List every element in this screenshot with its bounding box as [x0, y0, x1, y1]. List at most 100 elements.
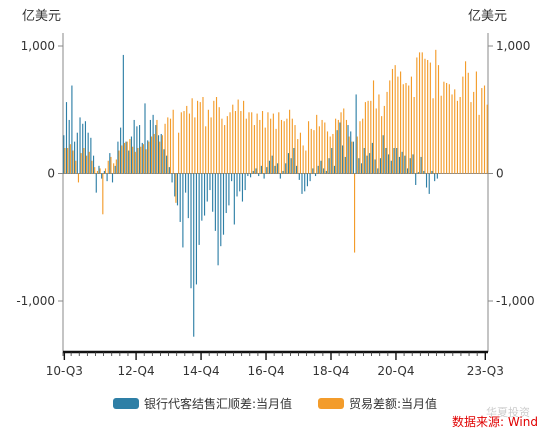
- trade-balance-bar: [270, 118, 272, 174]
- bank-settlement-bar: [396, 148, 398, 174]
- bank-settlement-bar: [350, 131, 352, 174]
- right-axis-unit: 亿美元: [468, 9, 507, 24]
- trade-balance-bar: [118, 150, 120, 174]
- trade-balance-bar: [362, 118, 364, 174]
- bank-settlement-bar: [74, 141, 76, 174]
- trade-balance-bar: [72, 150, 74, 174]
- trade-balance-bar: [483, 85, 486, 174]
- trade-balance-bar: [77, 173, 80, 183]
- legend-swatch-trade: [318, 397, 344, 409]
- legend-label-settlement: 银行代客结售汇顺差:当月值: [143, 396, 292, 411]
- bank-settlement-bar: [201, 173, 203, 221]
- bank-settlement-bar: [147, 140, 149, 174]
- trade-balance-bar: [348, 136, 350, 174]
- trade-balance-bar: [299, 132, 301, 174]
- bank-settlement-bar: [166, 155, 168, 174]
- trade-balance-bar: [205, 126, 207, 174]
- x-axis: 10-Q3 12-Q4 14-Q4 16-Q4 18-Q4 20-Q4 23-Q3: [46, 350, 504, 378]
- x-tick-label: 18-Q4: [312, 364, 349, 378]
- trade-balance-bar: [145, 149, 147, 174]
- trade-balance-bar: [464, 61, 467, 174]
- trade-balance-bar: [359, 121, 361, 174]
- trade-balance-bar: [115, 159, 117, 174]
- trade-balance-bar: [356, 136, 358, 174]
- bank-settlement-bar: [130, 136, 133, 174]
- bank-settlement-bar: [79, 117, 81, 174]
- bank-settlement-bar: [320, 160, 322, 174]
- bank-settlement-bar: [136, 126, 138, 174]
- trade-balance-bar: [307, 121, 310, 174]
- bank-settlement-bar: [301, 173, 303, 194]
- x-tick-label: 10-Q3: [46, 364, 83, 378]
- bank-settlement-bar: [139, 125, 141, 174]
- bank-settlement-bar: [255, 168, 257, 174]
- x-tick-label: 14-Q4: [182, 364, 219, 378]
- trade-balance-bar: [259, 119, 261, 174]
- bank-settlement-bar: [103, 170, 105, 174]
- bank-settlement-bar: [76, 132, 78, 174]
- trade-balance-bar: [121, 145, 123, 174]
- trade-balance-bar: [226, 116, 228, 174]
- bank-settlement-bar: [241, 173, 244, 202]
- trade-balance-bar: [67, 148, 69, 174]
- trade-balance-bar: [69, 144, 71, 174]
- bank-settlement-bar: [250, 173, 252, 178]
- trade-balance-bar: [440, 95, 442, 174]
- bank-settlement-bar: [374, 159, 376, 174]
- bank-settlement-bar: [179, 173, 181, 222]
- trade-balance-bar: [256, 113, 258, 174]
- trade-balance-bar: [91, 160, 93, 174]
- bank-settlement-bar: [92, 155, 95, 174]
- legend: 银行代客结售汇顺差:当月值 贸易差额:当月值: [0, 393, 550, 413]
- x-tick-label: 16-Q4: [247, 364, 284, 378]
- trade-balance-bar: [413, 97, 415, 174]
- bank-settlement-bar: [417, 172, 419, 174]
- trade-balance-bar: [180, 112, 182, 174]
- trade-balance-bar: [429, 62, 431, 174]
- trade-balance-bar: [345, 119, 348, 174]
- bank-settlement-bar: [304, 173, 306, 192]
- bank-settlement-bar: [193, 173, 195, 337]
- data-source: 数据来源: Wind: [451, 415, 538, 429]
- trade-balance-bar: [215, 97, 218, 174]
- bank-settlement-bar: [236, 173, 238, 197]
- bank-settlement-bar: [401, 151, 403, 174]
- trade-balance-bar: [142, 144, 144, 174]
- bank-settlement-bar: [306, 173, 308, 187]
- bank-settlement-bar: [360, 163, 363, 174]
- trade-balance-bar: [397, 76, 399, 174]
- trade-balance-bar: [326, 131, 329, 174]
- trade-balance-bar: [253, 125, 255, 174]
- trade-balance-bar: [451, 94, 453, 174]
- trade-balance-bar: [123, 142, 126, 174]
- trade-balance-bar: [104, 168, 107, 174]
- bank-settlement-bar: [342, 145, 344, 174]
- trade-balance-bar: [332, 133, 334, 174]
- trade-balance-bar: [470, 102, 472, 174]
- trade-balance-bar: [126, 141, 128, 174]
- legend-item-settlement[interactable]: 银行代客结售汇顺差:当月值: [112, 395, 292, 412]
- bank-settlement-bar: [141, 142, 143, 174]
- bank-settlement-bar: [239, 173, 241, 192]
- bank-settlement-bar: [82, 123, 84, 174]
- trade-balance-bar: [324, 122, 326, 174]
- bank-settlement-bar: [217, 173, 219, 266]
- bank-settlement-bar: [106, 173, 108, 182]
- trade-balance-bar: [150, 136, 153, 174]
- trade-balance-bar: [383, 105, 385, 174]
- legend-item-trade[interactable]: 贸易差额:当月值: [318, 395, 437, 412]
- trade-balance-bar: [294, 125, 296, 174]
- trade-balance-bar: [161, 135, 163, 174]
- trade-balance-bar: [94, 167, 96, 174]
- trade-balance-bar: [164, 123, 166, 174]
- bank-settlement-bar: [157, 135, 160, 174]
- bank-settlement-bar: [388, 154, 390, 174]
- bank-settlement-bar: [328, 158, 330, 174]
- bank-settlement-bar: [152, 114, 154, 174]
- bank-settlement-bar: [409, 158, 411, 174]
- bank-settlement-bar: [385, 148, 387, 174]
- bank-settlement-bar: [252, 170, 254, 174]
- trade-balance-bar: [305, 150, 307, 174]
- left-tick-label: 0: [47, 167, 55, 181]
- bank-settlement-bar: [187, 173, 189, 219]
